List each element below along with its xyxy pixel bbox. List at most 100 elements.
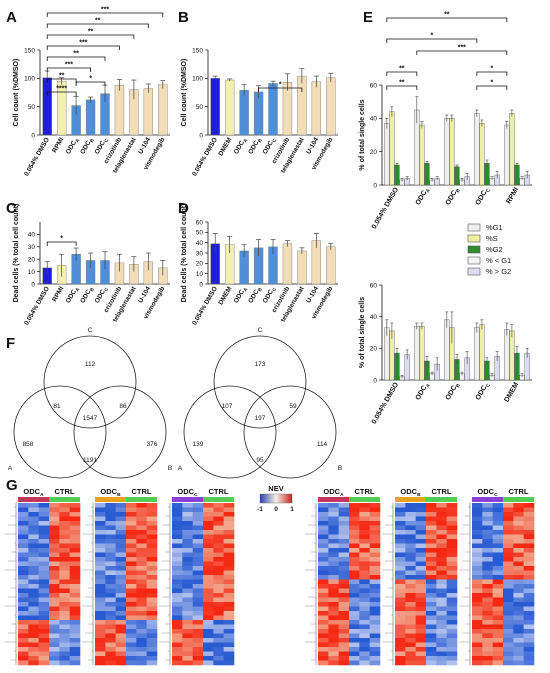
heatmap-cell bbox=[405, 606, 416, 612]
heatmap-cell bbox=[18, 525, 29, 531]
heatmap-cell bbox=[318, 647, 329, 652]
heatmap-cell bbox=[223, 642, 235, 648]
heatmap-cell bbox=[213, 647, 224, 652]
heatmap-cell bbox=[395, 660, 406, 666]
heatmap-cell bbox=[318, 579, 329, 585]
heatmap-cell bbox=[172, 566, 183, 571]
heatmap-cell bbox=[513, 615, 524, 621]
heatmap-cell bbox=[513, 588, 524, 594]
heatmap-cell bbox=[146, 521, 158, 526]
venn-set-label: A bbox=[8, 465, 13, 472]
heatmap-cell bbox=[28, 647, 39, 652]
heatmap-cell bbox=[203, 629, 214, 634]
heatmap-cell bbox=[49, 530, 60, 535]
heatmap-cell bbox=[136, 539, 147, 544]
heatmap-cell bbox=[405, 539, 416, 544]
heatmap-cell bbox=[126, 597, 137, 603]
heatmap-cell bbox=[472, 503, 483, 508]
heatmap-cell bbox=[359, 561, 370, 567]
heatmap-cell bbox=[105, 638, 116, 643]
heatmap-cell bbox=[426, 557, 437, 562]
heatmap-cell bbox=[492, 629, 504, 634]
heatmap-cell bbox=[126, 593, 137, 598]
heatmap-cell bbox=[213, 503, 224, 508]
heatmap-cell bbox=[213, 575, 224, 580]
heatmap-cell bbox=[146, 615, 158, 621]
heatmap-cell bbox=[95, 552, 106, 558]
heatmap-cell bbox=[503, 512, 514, 517]
heatmap-cell bbox=[395, 521, 406, 526]
x-tick-label: 0.054% DMSO bbox=[191, 286, 219, 327]
heatmap-cell bbox=[359, 642, 370, 648]
heatmap-cell bbox=[523, 503, 535, 508]
heatmap-cell bbox=[182, 620, 193, 625]
heatmap-cell bbox=[338, 525, 350, 531]
heatmap-cell bbox=[513, 579, 524, 585]
heatmap-cell bbox=[503, 552, 514, 558]
heatmap-cell bbox=[328, 624, 339, 630]
heatmap-cell bbox=[28, 534, 39, 540]
bar bbox=[384, 123, 390, 186]
significance-label: * bbox=[60, 236, 63, 243]
heatmap-cell bbox=[318, 557, 329, 562]
heatmap-cell bbox=[415, 516, 427, 522]
bar bbox=[449, 118, 455, 186]
heatmap-cell bbox=[49, 638, 60, 643]
heatmap-cell bbox=[503, 539, 514, 544]
heatmap-cell bbox=[436, 525, 447, 531]
heatmap-cell bbox=[415, 651, 427, 657]
heatmap-cell bbox=[523, 579, 535, 585]
heatmap-group-label: ODCB bbox=[400, 487, 421, 498]
heatmap-cell bbox=[338, 539, 350, 544]
heatmap-cell bbox=[369, 660, 381, 666]
heatmap-cell bbox=[126, 561, 137, 567]
heatmap-cell bbox=[136, 593, 147, 598]
heatmap-cell bbox=[172, 516, 183, 522]
heatmap-cell bbox=[436, 597, 447, 603]
heatmap-cell bbox=[338, 512, 350, 517]
heatmap-cell bbox=[492, 566, 504, 571]
heatmap-cell bbox=[59, 656, 70, 661]
heatmap-cell bbox=[192, 566, 204, 571]
heatmap-cell bbox=[359, 597, 370, 603]
heatmap-cell bbox=[349, 638, 360, 643]
heatmap-cell bbox=[115, 507, 127, 513]
heatmap-cell bbox=[369, 647, 381, 652]
heatmap-cell bbox=[49, 548, 60, 553]
heatmap-header-bar bbox=[18, 497, 49, 502]
heatmap-cell bbox=[472, 656, 483, 661]
heatmap-cell bbox=[172, 534, 183, 540]
heatmap-cell bbox=[182, 633, 193, 639]
heatmap-cell bbox=[18, 557, 29, 562]
heatmap-cell bbox=[38, 624, 50, 630]
heatmap-cell bbox=[126, 575, 137, 580]
heatmap-cell bbox=[105, 611, 116, 616]
heatmap-cell bbox=[513, 584, 524, 589]
heatmap-cell bbox=[349, 566, 360, 571]
heatmap-cell bbox=[415, 584, 427, 589]
heatmap-cell bbox=[115, 638, 127, 643]
heatmap-cell bbox=[349, 611, 360, 616]
heatmap-cell bbox=[136, 584, 147, 589]
heatmap-group-label: ODCA bbox=[323, 487, 344, 498]
heatmap-cell bbox=[426, 566, 437, 571]
heatmap-cell bbox=[146, 611, 158, 616]
heatmap-cell bbox=[446, 561, 458, 567]
heatmap-cell bbox=[318, 507, 329, 513]
heatmap-cell bbox=[105, 561, 116, 567]
heatmap-cell bbox=[203, 561, 214, 567]
heatmap-cell bbox=[192, 633, 204, 639]
x-tick-label: ODCB bbox=[445, 186, 462, 207]
heatmap-cell bbox=[223, 651, 235, 657]
heatmap-cell bbox=[513, 507, 524, 513]
heatmap-cell bbox=[492, 597, 504, 603]
heatmap-cell bbox=[436, 611, 447, 616]
venn-set-label: C bbox=[258, 327, 263, 334]
heatmap-cell bbox=[146, 543, 158, 549]
heatmap-cell bbox=[172, 507, 183, 513]
heatmap-cell bbox=[136, 579, 147, 585]
heatmap-cell bbox=[95, 525, 106, 531]
x-tick-label: 0.054% DMSO bbox=[23, 137, 51, 178]
heatmap-cell bbox=[136, 570, 147, 576]
heatmap-cell bbox=[213, 530, 224, 535]
